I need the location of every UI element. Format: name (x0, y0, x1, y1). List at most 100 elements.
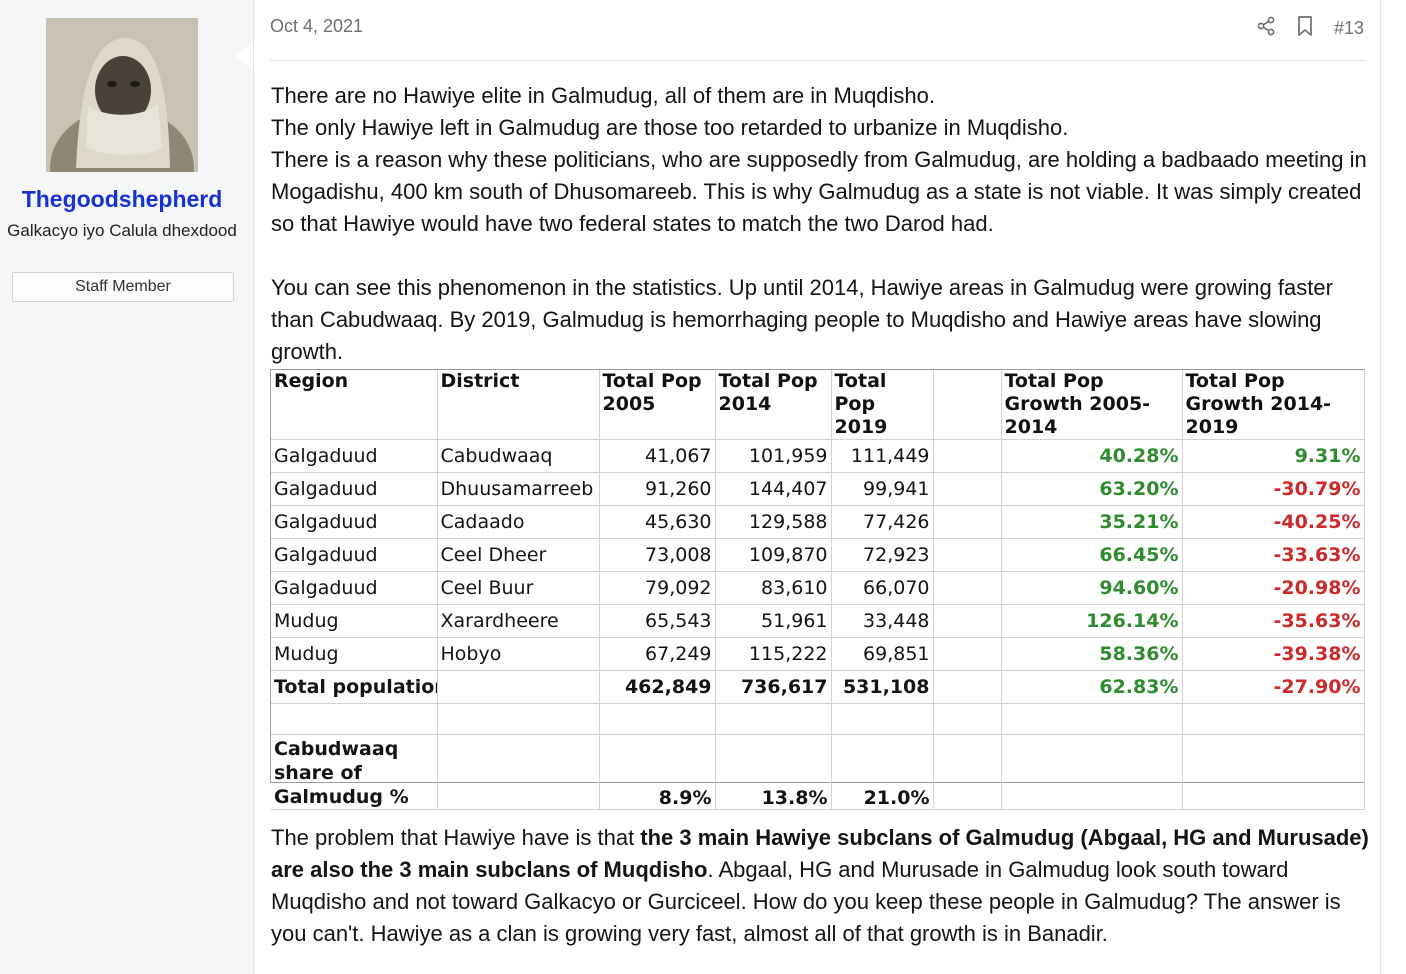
region-cell: Mudug (271, 637, 438, 671)
staff-member-badge: Staff Member (12, 272, 234, 302)
share-icon[interactable] (1256, 16, 1276, 41)
pop-2014-cell: 109,870 (715, 538, 832, 572)
table-row: Galgaduud Ceel Dheer 73,008 109,870 72,9… (271, 538, 1365, 572)
district-cell: Cabudwaaq (437, 439, 600, 473)
share-label-cell: Cabudwaaq share of Galmudug % (271, 734, 438, 810)
post-text: The problem that Hawiye have is that (271, 825, 641, 850)
district-cell: Cadaado (437, 505, 600, 539)
post-body: There are no Hawiye elite in Galmudug, a… (271, 80, 1371, 368)
district-cell: Hobyo (437, 637, 600, 671)
region-cell: Mudug (271, 604, 438, 638)
share-2019-cell: 21.0% (831, 734, 934, 810)
column-header: Total Pop 2005 (599, 370, 716, 440)
column-header: Region (271, 370, 438, 440)
empty-cell (437, 734, 600, 810)
pop-2019-cell: 111,449 (831, 439, 934, 473)
growth-2005-2014-cell: 40.28% (1001, 439, 1183, 473)
region-cell: Galgaduud (271, 439, 438, 473)
table-row: Galgaduud Ceel Buur 79,092 83,610 66,070… (271, 571, 1365, 605)
population-table-image: Region District Total Pop 2005 Total Pop… (270, 369, 1365, 810)
growth-2014-2019-cell: -30.79% (1182, 472, 1365, 506)
post-line: There is a reason why these politicians,… (271, 147, 1367, 236)
district-cell: Ceel Dheer (437, 538, 600, 572)
total-growth-2005-2014-cell: 62.83% (1001, 670, 1183, 704)
growth-2005-2014-cell: 66.45% (1001, 538, 1183, 572)
pop-2005-cell: 91,260 (599, 472, 716, 506)
growth-2014-2019-cell: -40.25% (1182, 505, 1365, 539)
growth-2014-2019-cell: -35.63% (1182, 604, 1365, 638)
pop-2014-cell: 129,588 (715, 505, 832, 539)
total-label-cell: Total population (271, 670, 438, 704)
pop-2005-cell: 67,249 (599, 637, 716, 671)
share-2005-cell: 8.9% (599, 734, 716, 810)
empty-cell (933, 637, 1002, 671)
district-cell: Ceel Buur (437, 571, 600, 605)
pop-2014-cell: 144,407 (715, 472, 832, 506)
pop-2005-cell: 65,543 (599, 604, 716, 638)
bookmark-icon[interactable] (1296, 15, 1314, 42)
empty-cell (1001, 734, 1183, 810)
pop-2005-cell: 45,630 (599, 505, 716, 539)
total-2019-cell: 531,108 (831, 670, 934, 704)
pop-2014-cell: 101,959 (715, 439, 832, 473)
pop-2005-cell: 73,008 (599, 538, 716, 572)
growth-2005-2014-cell: 63.20% (1001, 472, 1183, 506)
post-date[interactable]: Oct 4, 2021 (270, 16, 364, 36)
total-2014-cell: 736,617 (715, 670, 832, 704)
region-cell: Galgaduud (271, 571, 438, 605)
growth-2014-2019-cell: -39.38% (1182, 637, 1365, 671)
pop-2019-cell: 66,070 (831, 571, 934, 605)
table-row: Mudug Hobyo 67,249 115,222 69,851 58.36%… (271, 637, 1365, 671)
post-text: . Abgaal, HG and Murusade in Galmudug lo… (271, 857, 1341, 946)
growth-2005-2014-cell: 35.21% (1001, 505, 1183, 539)
header-divider (270, 60, 1366, 61)
user-title: Galkacyo iyo Calula dhexdood (7, 221, 237, 240)
growth-2014-2019-cell: 9.31% (1182, 439, 1365, 473)
growth-2005-2014-cell: 58.36% (1001, 637, 1183, 671)
message-actions: #13 (1256, 14, 1364, 42)
empty-cell (933, 505, 1002, 539)
pop-2014-cell: 51,961 (715, 604, 832, 638)
message-pointer-arrow (236, 42, 253, 70)
column-header: District (437, 370, 600, 440)
pop-2005-cell: 41,067 (599, 439, 716, 473)
username-link[interactable]: Thegoodshepherd (21, 186, 223, 212)
pop-2019-cell: 33,448 (831, 604, 934, 638)
region-cell: Galgaduud (271, 472, 438, 506)
total-growth-2014-2019-cell: -27.90% (1182, 670, 1365, 704)
table-row: Galgaduud Cadaado 45,630 129,588 77,426 … (271, 505, 1365, 539)
empty-cell (933, 439, 1002, 473)
empty-cell (933, 472, 1002, 506)
post-bold-text: the 3 main Hawiye subclans of Galmudug (… (271, 825, 1369, 882)
post-line: There are no Hawiye elite in Galmudug, a… (271, 83, 936, 108)
column-header: Total Pop Growth 2014-2019 (1182, 370, 1365, 440)
post-line: You can see this phenomenon in the stati… (271, 275, 1333, 364)
growth-2014-2019-cell: -33.63% (1182, 538, 1365, 572)
population-table: Region District Total Pop 2005 Total Pop… (271, 370, 1365, 810)
pop-2019-cell: 77,426 (831, 505, 934, 539)
column-header: Total Pop 2019 (831, 370, 934, 440)
total-row: Total population 462,849 736,617 531,108… (271, 670, 1365, 704)
spacer-row (271, 703, 1365, 735)
avatar-photo-icon (46, 18, 198, 172)
empty-cell (933, 670, 1002, 704)
empty-cell (933, 571, 1002, 605)
region-cell: Galgaduud (271, 538, 438, 572)
pop-2019-cell: 69,851 (831, 637, 934, 671)
empty-cell (933, 538, 1002, 572)
page-right-edge (1380, 0, 1406, 974)
post-line: The only Hawiye left in Galmudug are tho… (271, 115, 1069, 140)
share-2014-cell: 13.8% (715, 734, 832, 810)
district-cell: Dhuusamarreeb (437, 472, 600, 506)
region-cell: Galgaduud (271, 505, 438, 539)
pop-2014-cell: 115,222 (715, 637, 832, 671)
share-row: Cabudwaaq share of Galmudug % 8.9% 13.8%… (271, 734, 1365, 810)
pop-2019-cell: 72,923 (831, 538, 934, 572)
empty-cell (933, 734, 1002, 810)
column-header: Total Pop 2014 (715, 370, 832, 440)
pop-2005-cell: 79,092 (599, 571, 716, 605)
post-number-link[interactable]: #13 (1333, 17, 1364, 38)
pop-2019-cell: 99,941 (831, 472, 934, 506)
avatar[interactable] (46, 18, 198, 172)
total-2005-cell: 462,849 (599, 670, 716, 704)
